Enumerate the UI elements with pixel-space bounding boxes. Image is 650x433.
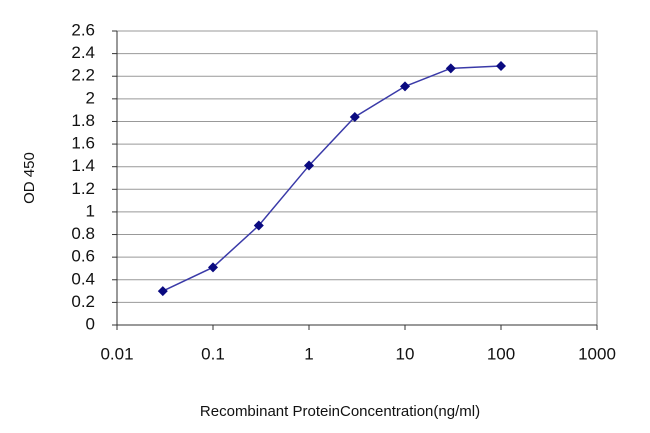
data-point — [400, 81, 410, 92]
y-tick-label: 0 — [86, 314, 95, 333]
y-tick-label: 2.6 — [71, 20, 95, 39]
data-point — [349, 111, 360, 122]
y-tick-label: 1.8 — [71, 111, 95, 130]
x-tick-label: 1000 — [578, 344, 616, 363]
y-tick-label: 2.2 — [71, 66, 95, 85]
y-tick-label: 0.4 — [71, 269, 95, 288]
x-tick-label: 0.1 — [201, 344, 225, 363]
data-point — [208, 262, 218, 273]
y-tick-label: 0.6 — [71, 247, 95, 266]
data-point — [445, 63, 456, 74]
y-tick-label: 1.6 — [71, 134, 95, 153]
y-tick-label: 1 — [86, 201, 95, 220]
y-tick-label: 0.2 — [71, 292, 95, 311]
data-line — [162, 65, 502, 292]
data-point — [304, 160, 314, 171]
x-axis-title: Recombinant ProteinConcentration(ng/ml) — [200, 403, 480, 420]
x-tick-label: 1 — [304, 344, 313, 363]
y-tick-label: 1.4 — [71, 156, 95, 175]
x-tick-label: 10 — [396, 344, 415, 363]
y-axis-title: OD 450 — [21, 152, 38, 204]
plot-area — [116, 30, 598, 326]
data-point — [496, 61, 506, 72]
y-tick-label: 2 — [86, 88, 95, 107]
y-tick-label: 1.2 — [71, 179, 95, 198]
x-tick-label: 0.01 — [100, 344, 133, 363]
y-tick-label: 2.4 — [71, 43, 95, 62]
y-tick-label: 0.8 — [71, 224, 95, 243]
x-tick-label: 100 — [487, 344, 515, 363]
data-point — [157, 286, 168, 297]
data-point — [253, 220, 264, 231]
